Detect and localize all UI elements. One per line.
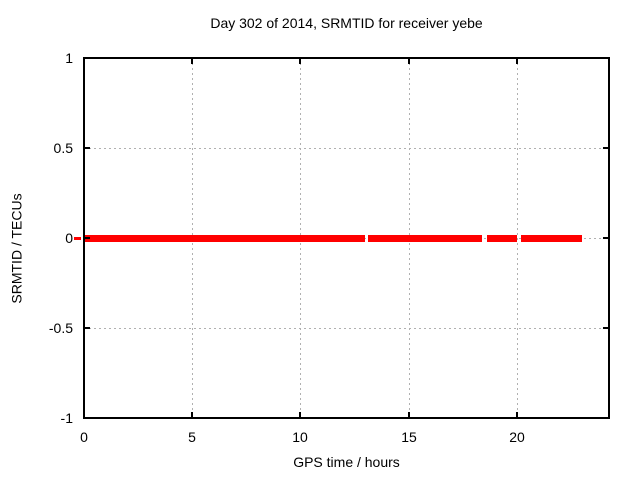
x-tick-top xyxy=(516,58,518,64)
y-tick-label: 1 xyxy=(65,50,73,66)
x-tick-bottom xyxy=(83,412,85,418)
y-tick-right xyxy=(603,57,609,59)
x-tick-label: 15 xyxy=(401,429,417,445)
y-gridline xyxy=(84,328,609,329)
data-point-band xyxy=(487,235,517,242)
x-axis-label: GPS time / hours xyxy=(293,454,400,470)
y-tick-label: 0 xyxy=(65,230,73,246)
y-gridline xyxy=(84,148,609,149)
x-tick-top xyxy=(83,58,85,64)
x-tick-label: 0 xyxy=(80,429,88,445)
y-tick-left xyxy=(84,327,90,329)
x-tick-top xyxy=(299,58,301,64)
x-tick-label: 20 xyxy=(509,429,525,445)
x-tick-bottom xyxy=(408,412,410,418)
x-tick-label: 5 xyxy=(188,429,196,445)
y-tick-label: -1 xyxy=(60,410,73,426)
data-point-band xyxy=(84,235,365,242)
y-tick-right xyxy=(603,417,609,419)
y-tick-right xyxy=(603,327,609,329)
y-tick-right xyxy=(603,237,609,239)
y-tick-label: -0.5 xyxy=(48,320,73,336)
zero-level-marker xyxy=(74,237,81,240)
x-tick-label: 10 xyxy=(292,429,308,445)
x-tick-top xyxy=(191,58,193,64)
y-tick-label: 0.5 xyxy=(53,140,73,156)
y-tick-left xyxy=(84,237,90,239)
chart-title: Day 302 of 2014, SRMTID for receiver yeb… xyxy=(210,15,483,31)
data-point-band xyxy=(368,235,482,242)
y-tick-left xyxy=(84,57,90,59)
plot-area-border xyxy=(83,57,610,419)
data-point-band xyxy=(521,235,582,242)
x-tick-bottom xyxy=(191,412,193,418)
y-tick-right xyxy=(603,147,609,149)
x-tick-top xyxy=(408,58,410,64)
y-axis-label: SRMTID / TECUs xyxy=(8,193,25,304)
y-tick-left xyxy=(84,147,90,149)
y-tick-left xyxy=(84,417,90,419)
x-tick-bottom xyxy=(299,412,301,418)
x-tick-bottom xyxy=(516,412,518,418)
